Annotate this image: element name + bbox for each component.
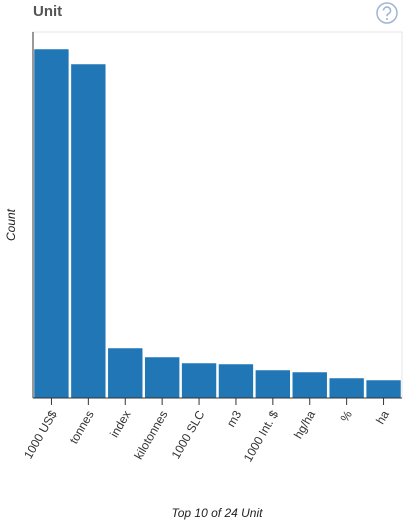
x-tick-label: m3 <box>224 408 245 430</box>
y-axis-label: Count <box>4 208 18 241</box>
bar <box>181 362 217 399</box>
x-tick-label: index <box>107 408 133 440</box>
bar <box>33 48 70 399</box>
bar <box>144 356 180 399</box>
bar <box>218 363 254 399</box>
bar <box>70 63 107 399</box>
x-tick-label: kilotonnes <box>131 408 170 462</box>
x-tick-label: 1000 US$ <box>21 408 60 462</box>
bar <box>107 347 143 399</box>
chart-title: Unit <box>33 3 62 20</box>
help-icon[interactable] <box>376 2 398 24</box>
x-tick-label: tonnes <box>67 408 97 446</box>
bar <box>328 377 365 399</box>
x-tick-label: ha <box>373 408 392 427</box>
x-tick-label: hg/ha <box>291 408 318 441</box>
bar <box>365 379 402 399</box>
bar <box>292 371 328 399</box>
bar <box>255 369 291 399</box>
x-tick-label: 1000 Int. $ <box>241 408 282 464</box>
x-axis-label: Top 10 of 24 Unit <box>172 506 264 520</box>
x-tick-label: % <box>338 408 356 425</box>
x-tick-label: 1000 SLC <box>169 408 208 462</box>
